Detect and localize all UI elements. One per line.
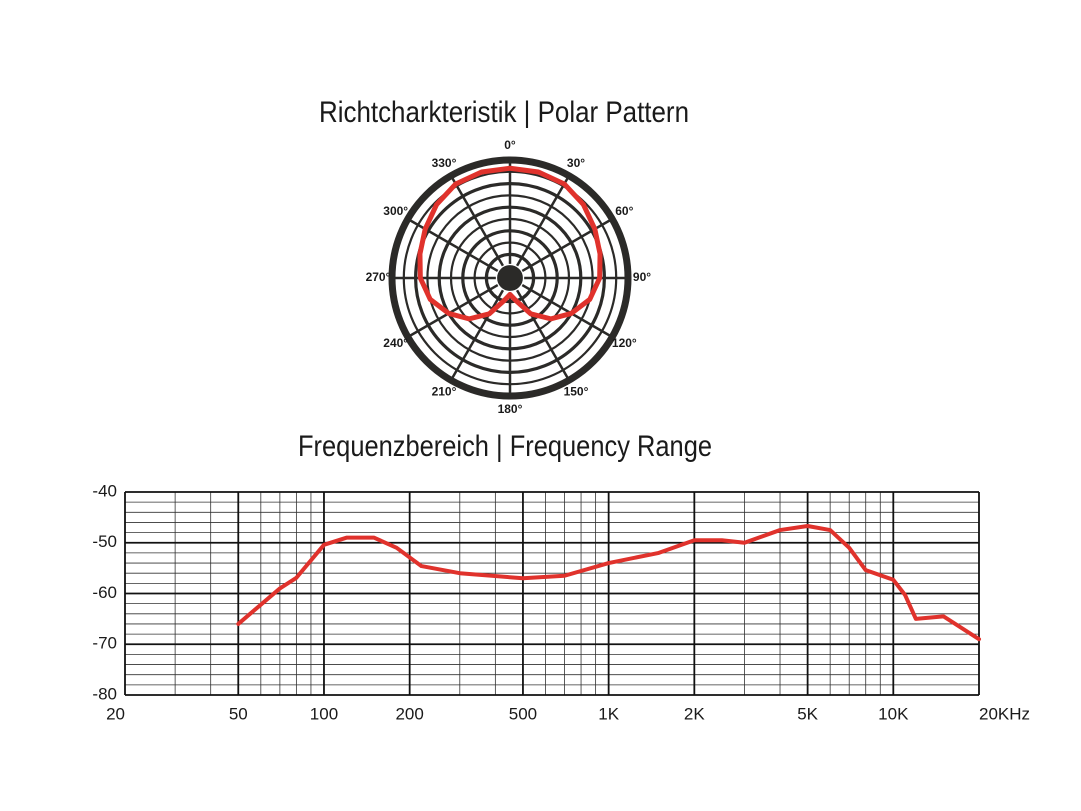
chart-title: Richtcharkteristik | Polar Pattern [319, 96, 689, 129]
x-tick-label: 20 [106, 704, 125, 723]
angle-label: 240° [383, 336, 408, 350]
y-tick-label: -50 [92, 532, 117, 551]
angle-label: 60° [615, 204, 633, 218]
angle-label: 90° [633, 270, 651, 284]
y-tick-label: -80 [92, 684, 117, 703]
polar-spoke [515, 175, 571, 267]
polar-spoke [515, 289, 571, 381]
angle-label: 300° [383, 204, 408, 218]
x-tick-label: 500 [509, 704, 537, 723]
polar-curve [417, 165, 603, 322]
y-tick-label: -70 [92, 634, 117, 653]
polar-spoke [521, 217, 613, 273]
angle-label: 180° [498, 402, 523, 416]
x-tick-label: 20KHz [979, 704, 1030, 723]
y-tick-label: -60 [92, 583, 117, 602]
angle-label: 150° [564, 384, 589, 398]
polar-spoke [449, 289, 505, 381]
angle-label: 210° [432, 384, 457, 398]
y-tick-label: -40 [92, 481, 117, 500]
polar-center [498, 266, 522, 290]
angle-label: 330° [432, 156, 457, 170]
x-tick-label: 100 [310, 704, 338, 723]
x-tick-label: 5K [797, 704, 818, 723]
polar-spoke [407, 283, 499, 339]
x-tick-label: 2K [684, 704, 705, 723]
response-line [236, 524, 981, 642]
x-tick-label: 50 [229, 704, 248, 723]
x-tick-label: 10K [878, 704, 909, 723]
angle-label: 120° [612, 336, 637, 350]
polar-spoke [449, 175, 505, 267]
x-tick-label: 1K [598, 704, 619, 723]
angle-label: 0° [504, 138, 516, 152]
angle-label: 270° [366, 270, 391, 284]
angle-label: 30° [567, 156, 585, 170]
polar-spoke [521, 283, 613, 339]
polar-spoke [407, 217, 499, 273]
chart-title: Frequenzbereich | Frequency Range [298, 430, 712, 463]
x-tick-label: 200 [395, 704, 423, 723]
